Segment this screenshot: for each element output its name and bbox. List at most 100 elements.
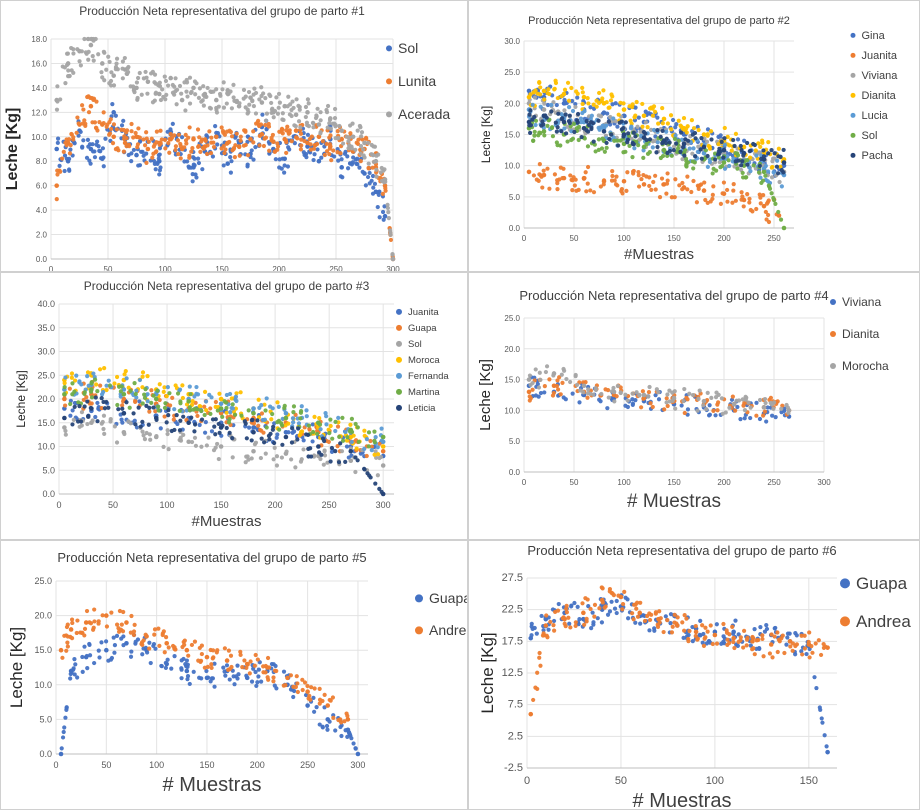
- data-point: [333, 449, 338, 454]
- data-point: [147, 409, 152, 414]
- data-point: [139, 641, 144, 647]
- data-point: [623, 149, 628, 154]
- data-point: [214, 97, 219, 103]
- data-point: [69, 670, 74, 675]
- legend-marker: [850, 92, 856, 98]
- y-tick-label: 10.0: [504, 406, 520, 415]
- data-point: [244, 675, 250, 681]
- data-point: [339, 157, 344, 162]
- data-point: [691, 166, 696, 171]
- data-point: [336, 158, 341, 163]
- data-point: [237, 101, 242, 106]
- data-point: [640, 124, 645, 129]
- data-point: [358, 151, 363, 156]
- series-andrea: [528, 585, 830, 717]
- data-point: [382, 213, 388, 219]
- data-point: [374, 167, 379, 172]
- data-point: [112, 643, 118, 648]
- data-point: [68, 401, 73, 407]
- data-point: [673, 177, 678, 182]
- data-point: [72, 389, 77, 394]
- data-point: [622, 589, 627, 594]
- data-point: [184, 668, 190, 674]
- data-point: [353, 157, 358, 162]
- y-tick-label: 15.0: [34, 645, 52, 655]
- y-tick-label: 0.0: [509, 224, 521, 233]
- data-point: [557, 375, 562, 380]
- data-point: [80, 654, 85, 660]
- y-tick-label: 7.5: [508, 699, 523, 711]
- data-point: [564, 606, 569, 611]
- data-point: [601, 178, 607, 184]
- data-point: [680, 620, 685, 625]
- data-point: [625, 398, 630, 403]
- data-point: [209, 395, 214, 400]
- data-point: [77, 424, 82, 429]
- data-point: [380, 209, 386, 215]
- y-tick-label: 22.5: [502, 604, 523, 616]
- data-point: [320, 139, 325, 144]
- data-point: [596, 100, 602, 105]
- data-point: [555, 95, 560, 101]
- data-point: [593, 149, 598, 154]
- data-point: [157, 146, 163, 151]
- data-point: [672, 136, 677, 141]
- legend-label: Viviana: [842, 295, 881, 309]
- data-point: [145, 91, 150, 96]
- data-point: [710, 192, 715, 197]
- data-point: [158, 165, 163, 170]
- data-point: [700, 623, 705, 628]
- data-point: [308, 142, 313, 147]
- data-point: [134, 152, 139, 158]
- data-point: [651, 104, 657, 109]
- data-point: [77, 403, 82, 409]
- data-point: [713, 168, 719, 173]
- data-point: [151, 641, 157, 647]
- legend-marker: [850, 52, 856, 58]
- data-point: [246, 425, 252, 430]
- data-point: [709, 137, 714, 142]
- data-point: [114, 440, 120, 445]
- data-point: [251, 406, 256, 411]
- data-point: [653, 393, 658, 398]
- data-point: [134, 85, 139, 91]
- data-point: [63, 432, 68, 437]
- data-point: [656, 397, 662, 402]
- data-point: [609, 599, 614, 604]
- data-point: [591, 102, 596, 107]
- data-point: [290, 426, 295, 431]
- data-point: [693, 154, 698, 159]
- data-point: [82, 626, 88, 631]
- data-point: [611, 389, 617, 395]
- data-point: [581, 383, 587, 389]
- data-point: [91, 58, 96, 63]
- data-point: [187, 125, 192, 130]
- data-point: [610, 102, 615, 107]
- data-point: [348, 422, 353, 427]
- data-point: [62, 153, 68, 158]
- data-point: [89, 387, 94, 392]
- data-point: [248, 136, 253, 142]
- data-point: [299, 404, 304, 409]
- data-point: [99, 396, 104, 401]
- y-axis-label: Leche [Kg]: [479, 106, 493, 163]
- data-point: [701, 132, 707, 137]
- data-point: [251, 448, 256, 454]
- data-point: [66, 68, 71, 73]
- y-tick-label: 16.0: [31, 59, 47, 68]
- data-point: [604, 140, 609, 146]
- data-point: [163, 78, 169, 84]
- data-point: [69, 636, 75, 641]
- data-point: [630, 401, 636, 406]
- data-point: [579, 134, 584, 140]
- data-point: [61, 149, 66, 154]
- data-point: [72, 657, 77, 662]
- data-point: [760, 633, 765, 638]
- data-point: [776, 637, 781, 642]
- data-point: [597, 90, 602, 96]
- data-point: [617, 120, 622, 125]
- data-point: [695, 636, 700, 641]
- data-point: [208, 679, 213, 684]
- data-point: [290, 430, 295, 435]
- data-point: [285, 124, 290, 129]
